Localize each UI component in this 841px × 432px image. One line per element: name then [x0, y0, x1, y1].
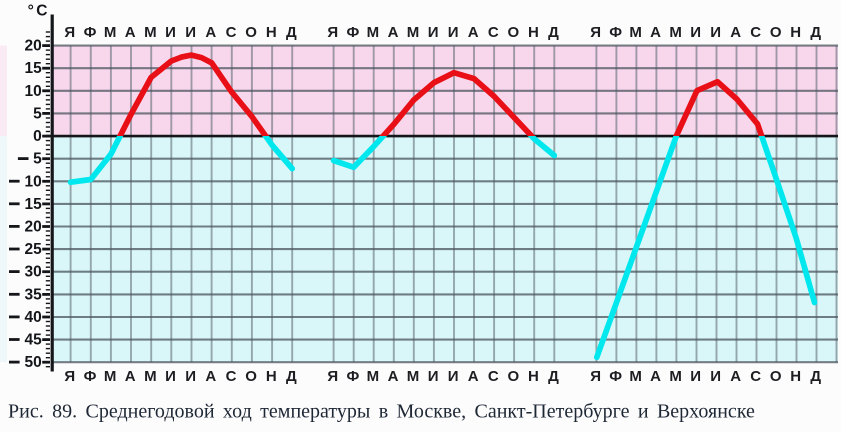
svg-text:И: И	[710, 368, 721, 385]
svg-text:М: М	[367, 24, 380, 41]
svg-text:М: М	[104, 368, 117, 385]
svg-text:10: 10	[25, 173, 42, 190]
svg-text:О: О	[245, 24, 257, 41]
svg-text:М: М	[407, 24, 420, 41]
svg-text:А: А	[205, 24, 216, 41]
svg-text:45: 45	[25, 332, 43, 349]
svg-text:И: И	[185, 24, 196, 41]
svg-text:40: 40	[25, 309, 42, 326]
svg-text:И: И	[428, 368, 439, 385]
svg-text:35: 35	[25, 286, 43, 303]
svg-text:Д: Д	[810, 24, 821, 41]
svg-text:С: С	[226, 368, 237, 385]
svg-text:М: М	[407, 368, 420, 385]
svg-text:И: И	[165, 368, 176, 385]
svg-text:А: А	[650, 368, 661, 385]
svg-text:А: А	[730, 24, 741, 41]
svg-text:Рис. 89. Среднегодовой ход тем: Рис. 89. Среднегодовой ход температуры в…	[8, 401, 755, 423]
svg-text:М: М	[144, 24, 157, 41]
svg-text:Н: Н	[528, 24, 539, 41]
svg-text:С: С	[750, 24, 761, 41]
svg-text:М: М	[144, 368, 157, 385]
svg-text:И: И	[165, 24, 176, 41]
svg-text:Я: Я	[64, 368, 75, 385]
svg-text:И: И	[448, 368, 459, 385]
svg-text:О: О	[507, 368, 519, 385]
svg-text:20: 20	[25, 38, 42, 55]
svg-text:И: И	[428, 24, 439, 41]
svg-text:Ф: Ф	[84, 24, 97, 41]
svg-text:5: 5	[33, 105, 42, 122]
svg-text:И: И	[690, 368, 701, 385]
svg-text:А: А	[468, 368, 479, 385]
svg-text:С: С	[488, 24, 499, 41]
svg-text:Н: Н	[266, 368, 277, 385]
svg-text:М: М	[669, 368, 682, 385]
svg-text:Я: Я	[590, 24, 601, 41]
svg-text:А: А	[650, 24, 661, 41]
svg-text:И: И	[448, 24, 459, 41]
svg-text:Ф: Ф	[84, 368, 97, 385]
svg-text:М: М	[104, 24, 117, 41]
svg-text:А: А	[468, 24, 479, 41]
svg-text:Н: Н	[528, 368, 539, 385]
svg-text:О: О	[770, 368, 782, 385]
svg-text:А: А	[730, 368, 741, 385]
svg-text:Д: Д	[548, 368, 559, 385]
svg-text:И: И	[710, 24, 721, 41]
svg-text:С: С	[488, 368, 499, 385]
svg-text:Я: Я	[64, 24, 75, 41]
svg-text:0: 0	[33, 128, 42, 145]
svg-text:М: М	[629, 24, 642, 41]
svg-text:Н: Н	[790, 24, 801, 41]
svg-text:Д: Д	[548, 24, 559, 41]
svg-text:30: 30	[25, 264, 42, 281]
svg-text:°C: °C	[28, 2, 50, 19]
svg-text:Я: Я	[590, 368, 601, 385]
svg-text:15: 15	[25, 196, 43, 213]
svg-text:М: М	[669, 24, 682, 41]
svg-text:А: А	[125, 24, 136, 41]
svg-text:А: А	[388, 24, 399, 41]
svg-text:О: О	[245, 368, 257, 385]
svg-text:С: С	[226, 24, 237, 41]
svg-text:И: И	[185, 368, 196, 385]
svg-text:5: 5	[33, 151, 42, 168]
svg-text:О: О	[770, 24, 782, 41]
svg-text:Ф: Ф	[346, 24, 359, 41]
svg-text:20: 20	[25, 219, 42, 236]
svg-text:Ф: Ф	[346, 368, 359, 385]
svg-text:Д: Д	[286, 24, 297, 41]
svg-text:О: О	[507, 24, 519, 41]
svg-text:Я: Я	[327, 368, 338, 385]
svg-text:И: И	[690, 24, 701, 41]
svg-text:50: 50	[25, 354, 42, 371]
svg-text:С: С	[750, 368, 761, 385]
svg-text:А: А	[125, 368, 136, 385]
svg-text:Я: Я	[327, 24, 338, 41]
svg-text:Ф: Ф	[609, 368, 622, 385]
svg-text:Ф: Ф	[609, 24, 622, 41]
svg-text:10: 10	[25, 83, 42, 100]
svg-text:Н: Н	[790, 368, 801, 385]
svg-text:25: 25	[25, 241, 43, 258]
svg-text:15: 15	[25, 60, 43, 77]
svg-text:Н: Н	[266, 24, 277, 41]
svg-text:Д: Д	[810, 368, 821, 385]
svg-text:М: М	[629, 368, 642, 385]
svg-text:А: А	[388, 368, 399, 385]
svg-text:М: М	[367, 368, 380, 385]
svg-text:А: А	[205, 368, 216, 385]
svg-text:Д: Д	[286, 368, 297, 385]
